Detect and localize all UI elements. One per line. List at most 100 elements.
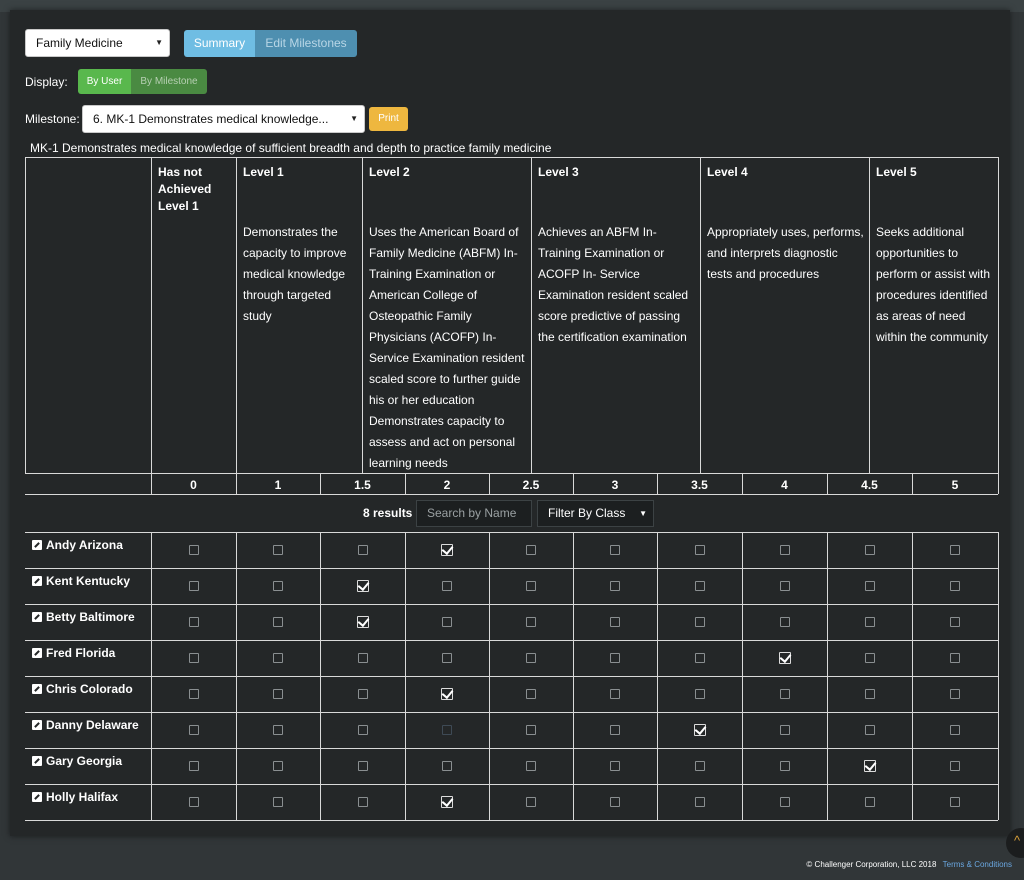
score-checkbox[interactable] <box>358 797 368 807</box>
user-name[interactable]: Andy Arizona <box>32 538 123 552</box>
score-checkbox[interactable] <box>695 581 705 591</box>
score-checkbox[interactable] <box>610 581 620 591</box>
score-checkbox[interactable] <box>442 653 452 663</box>
score-checkbox[interactable] <box>526 617 536 627</box>
score-checkbox[interactable] <box>189 761 199 771</box>
score-checkbox[interactable] <box>695 545 705 555</box>
scroll-to-top-icon[interactable]: ^ <box>1006 828 1024 858</box>
score-checkbox[interactable] <box>950 653 960 663</box>
score-checkbox[interactable] <box>865 581 875 591</box>
score-checkbox[interactable] <box>610 653 620 663</box>
score-checkbox[interactable] <box>189 545 199 555</box>
score-checkbox[interactable] <box>357 580 369 592</box>
score-checkbox[interactable] <box>950 689 960 699</box>
score-checkbox[interactable] <box>358 689 368 699</box>
score-checkbox[interactable] <box>442 617 452 627</box>
score-checkbox[interactable] <box>610 617 620 627</box>
tab-summary[interactable]: Summary <box>184 30 255 57</box>
score-checkbox[interactable] <box>694 724 706 736</box>
score-checkbox[interactable] <box>610 761 620 771</box>
score-checkbox[interactable] <box>441 796 453 808</box>
score-checkbox[interactable] <box>780 617 790 627</box>
score-checkbox[interactable] <box>780 761 790 771</box>
score-checkbox[interactable] <box>865 689 875 699</box>
user-name[interactable]: Chris Colorado <box>32 682 133 696</box>
print-button[interactable]: Print <box>369 107 408 131</box>
score-checkbox[interactable] <box>526 581 536 591</box>
score-checkbox[interactable] <box>610 725 620 735</box>
score-checkbox[interactable] <box>864 760 876 772</box>
score-checkbox[interactable] <box>865 653 875 663</box>
score-checkbox[interactable] <box>695 761 705 771</box>
score-checkbox[interactable] <box>189 581 199 591</box>
user-name[interactable]: Danny Delaware <box>32 718 139 732</box>
score-checkbox[interactable] <box>526 725 536 735</box>
score-checkbox[interactable] <box>358 653 368 663</box>
score-checkbox[interactable] <box>526 545 536 555</box>
score-checkbox[interactable] <box>273 761 283 771</box>
score-checkbox[interactable] <box>695 653 705 663</box>
score-checkbox[interactable] <box>950 581 960 591</box>
score-checkbox[interactable] <box>950 797 960 807</box>
score-checkbox[interactable] <box>273 653 283 663</box>
score-checkbox[interactable] <box>442 581 452 591</box>
program-select[interactable]: Family Medicine ▼ <box>25 29 170 57</box>
search-input[interactable]: Search by Name <box>416 500 532 527</box>
score-checkbox[interactable] <box>526 761 536 771</box>
score-checkbox[interactable] <box>273 725 283 735</box>
score-checkbox[interactable] <box>780 689 790 699</box>
score-checkbox[interactable] <box>273 797 283 807</box>
score-checkbox[interactable] <box>273 581 283 591</box>
score-checkbox[interactable] <box>358 761 368 771</box>
score-checkbox[interactable] <box>950 761 960 771</box>
score-checkbox[interactable] <box>950 617 960 627</box>
score-checkbox[interactable] <box>442 761 452 771</box>
user-name[interactable]: Holly Halifax <box>32 790 118 804</box>
score-checkbox[interactable] <box>273 617 283 627</box>
score-checkbox[interactable] <box>189 653 199 663</box>
score-checkbox[interactable] <box>695 689 705 699</box>
score-checkbox[interactable] <box>779 652 791 664</box>
score-checkbox[interactable] <box>357 616 369 628</box>
score-checkbox[interactable] <box>273 689 283 699</box>
score-checkbox[interactable] <box>441 544 453 556</box>
user-name[interactable]: Fred Florida <box>32 646 115 660</box>
user-name[interactable]: Gary Georgia <box>32 754 122 768</box>
grid-line-v <box>151 532 152 820</box>
by-user-button[interactable]: By User <box>78 69 131 94</box>
score-checkbox[interactable] <box>610 545 620 555</box>
score-checkbox[interactable] <box>780 797 790 807</box>
score-checkbox[interactable] <box>273 545 283 555</box>
score-checkbox[interactable] <box>526 653 536 663</box>
milestone-select[interactable]: 6. MK-1 Demonstrates medical knowledge..… <box>82 105 365 133</box>
score-checkbox[interactable] <box>865 617 875 627</box>
score-checkbox[interactable] <box>442 725 452 735</box>
score-checkbox[interactable] <box>865 545 875 555</box>
tab-edit-milestones[interactable]: Edit Milestones <box>255 30 357 57</box>
user-name[interactable]: Kent Kentucky <box>32 574 130 588</box>
score-checkbox[interactable] <box>780 581 790 591</box>
score-checkbox[interactable] <box>358 725 368 735</box>
score-checkbox[interactable] <box>526 797 536 807</box>
score-checkbox[interactable] <box>610 689 620 699</box>
score-checkbox[interactable] <box>950 545 960 555</box>
score-checkbox[interactable] <box>865 725 875 735</box>
score-checkbox[interactable] <box>189 617 199 627</box>
terms-link[interactable]: Terms & Conditions <box>942 860 1012 869</box>
score-checkbox[interactable] <box>189 797 199 807</box>
score-checkbox[interactable] <box>780 725 790 735</box>
user-name[interactable]: Betty Baltimore <box>32 610 135 624</box>
score-checkbox[interactable] <box>695 797 705 807</box>
score-checkbox[interactable] <box>950 725 960 735</box>
score-checkbox[interactable] <box>526 689 536 699</box>
score-checkbox[interactable] <box>189 689 199 699</box>
by-milestone-button[interactable]: By Milestone <box>131 69 207 94</box>
score-checkbox[interactable] <box>780 545 790 555</box>
filter-by-class-select[interactable]: Filter By Class ▼ <box>537 500 654 527</box>
score-checkbox[interactable] <box>865 797 875 807</box>
score-checkbox[interactable] <box>189 725 199 735</box>
score-checkbox[interactable] <box>441 688 453 700</box>
score-checkbox[interactable] <box>610 797 620 807</box>
score-checkbox[interactable] <box>358 545 368 555</box>
score-checkbox[interactable] <box>695 617 705 627</box>
